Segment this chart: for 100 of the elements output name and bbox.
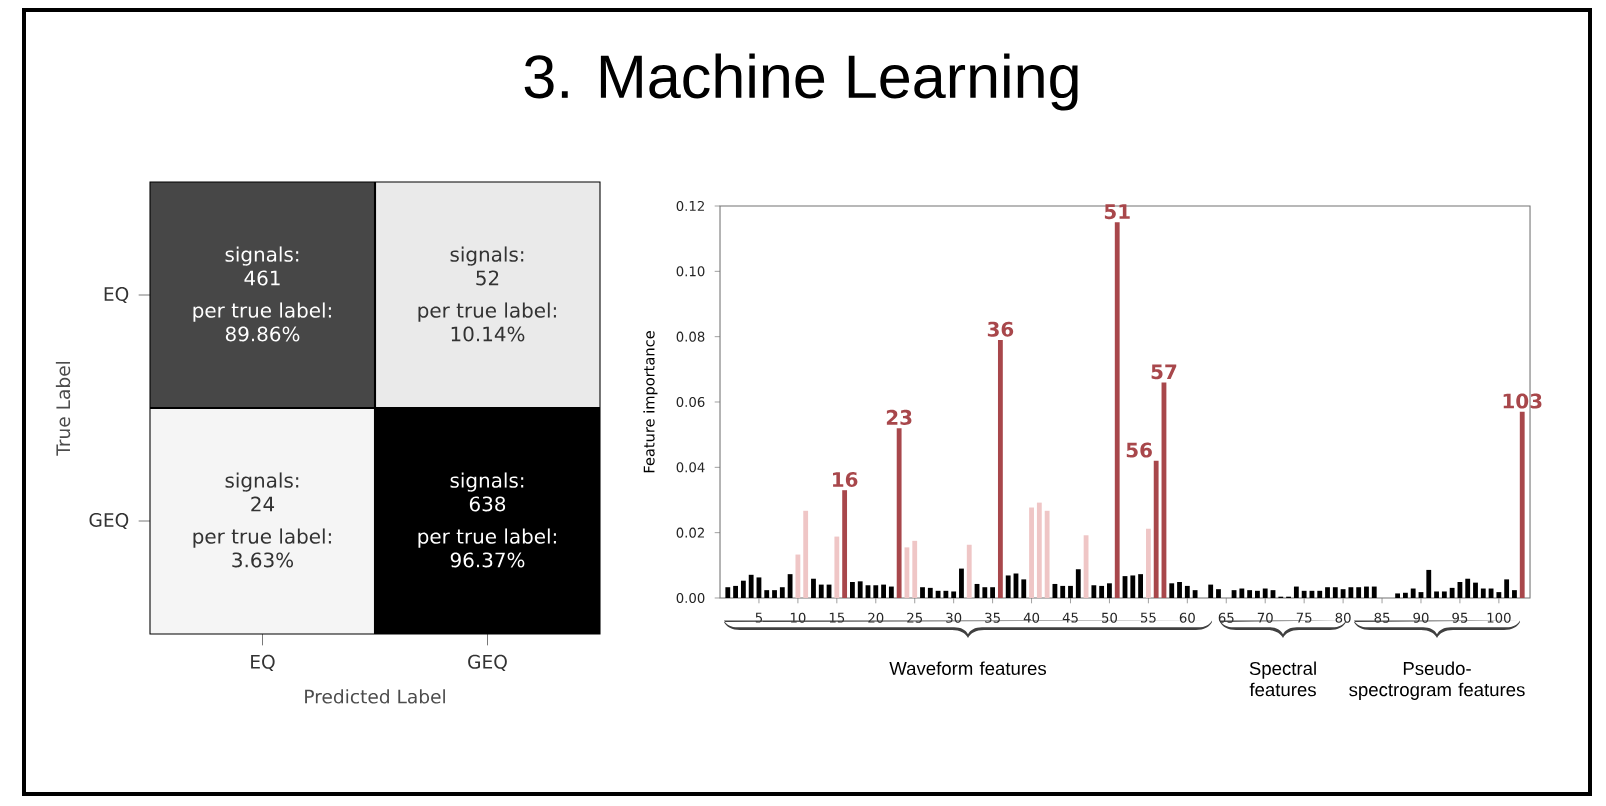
data-label: 52 — [476, 270, 499, 286]
text: Pseudo-spectrogram features — [1349, 661, 1525, 700]
bar — [990, 587, 996, 598]
text: Waveform features — [889, 661, 1047, 676]
bar — [1145, 528, 1151, 598]
bar — [725, 587, 731, 598]
bar — [888, 586, 894, 598]
bar — [811, 578, 816, 598]
bar — [896, 428, 902, 598]
bar — [1060, 585, 1066, 598]
bar — [1317, 590, 1323, 598]
bar — [1044, 510, 1050, 598]
bar — [772, 590, 777, 598]
bar — [943, 590, 949, 598]
annotation: signals: — [225, 246, 299, 266]
bar — [1036, 502, 1042, 598]
annotation: 57 — [1151, 364, 1177, 380]
bar — [842, 490, 848, 598]
data-label: 24 — [251, 496, 275, 512]
x-axis-title: Predicted Label — [305, 689, 445, 704]
bar — [1340, 589, 1346, 598]
bar — [1239, 588, 1245, 598]
annotation: signals: — [450, 246, 524, 266]
bar — [1441, 591, 1447, 598]
bar — [1247, 590, 1253, 598]
bar — [857, 581, 863, 598]
text: Spectral features — [1249, 661, 1316, 697]
bar — [1192, 590, 1198, 598]
bar — [1410, 588, 1416, 598]
bar — [1208, 584, 1214, 598]
bar — [1255, 590, 1260, 598]
bar — [1356, 587, 1362, 598]
bar — [1402, 592, 1408, 598]
bar — [920, 587, 925, 598]
bar — [1099, 585, 1105, 598]
bar — [1138, 574, 1143, 598]
bar — [959, 568, 964, 598]
bar — [1364, 586, 1369, 598]
annotation: per true label: — [418, 302, 556, 322]
annotation: 51 — [1104, 204, 1130, 220]
bar — [982, 587, 988, 598]
bar — [1005, 575, 1011, 598]
bar — [1075, 569, 1081, 598]
annotation: 23 — [886, 409, 912, 425]
bar — [912, 540, 918, 598]
bar — [733, 585, 738, 598]
bar — [1348, 587, 1354, 598]
text: 3. Machine Learning — [524, 53, 1078, 111]
bar — [935, 590, 941, 598]
bar — [1325, 587, 1330, 598]
annotation: per true label: — [418, 528, 556, 548]
annotation: 56 — [1126, 442, 1152, 458]
annotation: per true label: — [193, 528, 331, 548]
annotation: 16 — [833, 471, 858, 488]
bar — [1177, 581, 1182, 598]
bar — [1169, 583, 1175, 598]
annotation: 3.63% — [232, 552, 294, 568]
bar — [1029, 507, 1034, 598]
bar — [1332, 587, 1338, 598]
bar — [1107, 583, 1112, 598]
bar — [803, 510, 809, 598]
bar — [1114, 222, 1120, 598]
annotation: 36 — [987, 321, 1014, 337]
bar — [1449, 587, 1455, 598]
data-label: 461 — [244, 270, 280, 286]
bar — [850, 581, 855, 598]
bar — [1262, 588, 1268, 598]
bar — [1216, 589, 1221, 598]
bar — [873, 585, 879, 598]
annotation: 89.86% — [225, 326, 300, 342]
bar — [740, 580, 746, 598]
bar — [1465, 578, 1471, 598]
annotation: signals: — [450, 472, 524, 492]
bar — [927, 587, 933, 598]
bar — [818, 584, 824, 598]
y-axis-title: True Label — [55, 361, 71, 456]
bar — [1473, 582, 1478, 598]
bar — [966, 544, 972, 598]
annotation: signals: — [225, 472, 299, 492]
bar — [1519, 411, 1525, 598]
bar — [1130, 575, 1136, 598]
annotation: 10.14% — [451, 326, 525, 342]
annotation: 96.37% — [450, 552, 525, 568]
bar — [997, 339, 1003, 598]
bar — [1091, 585, 1097, 598]
bar — [787, 574, 793, 598]
bar — [1021, 579, 1027, 598]
bar — [748, 574, 754, 598]
bar — [1371, 586, 1377, 598]
data-label: 638 — [469, 496, 506, 512]
bar — [1184, 585, 1190, 598]
annotation: per true label: — [193, 302, 331, 322]
bar — [881, 584, 886, 598]
bar — [1301, 590, 1307, 598]
bar — [1480, 588, 1486, 598]
bar — [834, 536, 840, 598]
bar — [1293, 586, 1299, 598]
bar — [1426, 569, 1432, 598]
annotation: 103 — [1503, 393, 1542, 409]
bar — [1504, 579, 1510, 598]
